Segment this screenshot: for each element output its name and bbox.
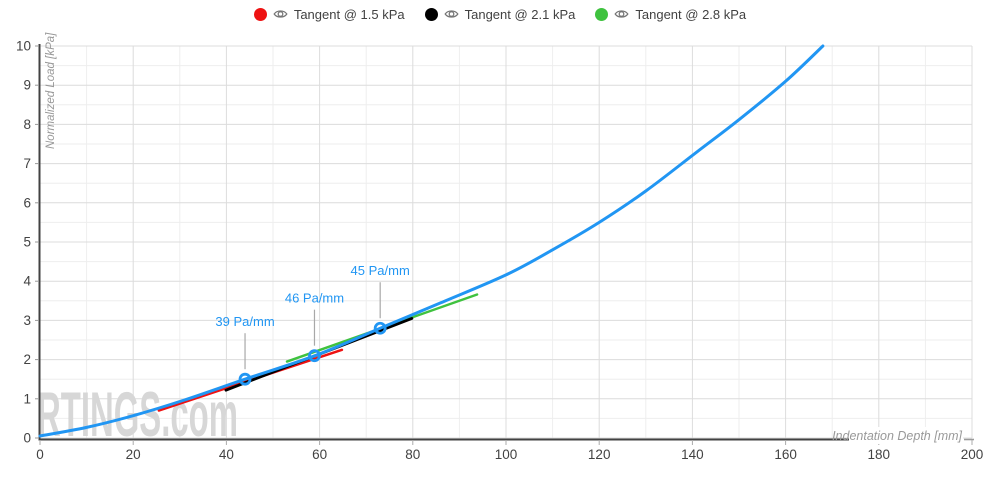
x-tick-label: 60 xyxy=(312,447,327,462)
slope-annotations: 39 Pa/mm 46 Pa/mm 45 Pa/mm xyxy=(215,263,410,370)
y-tick-label: 3 xyxy=(23,313,31,328)
visibility-eye-icon xyxy=(273,10,288,18)
series-load-curve xyxy=(38,44,825,438)
x-axis-title: Indentation Depth [mm] xyxy=(832,429,962,443)
series-color-dot xyxy=(424,7,438,21)
tangent-point-markers xyxy=(238,321,387,386)
x-tick-label: 40 xyxy=(219,447,234,462)
gridlines xyxy=(39,45,973,439)
x-tick-label: 120 xyxy=(588,447,611,462)
axes: 0 20 40 60 80 100 120 140 160 180 200 0 1 2 3 4 5 6 7 8 9 10 xyxy=(16,39,983,463)
legend-item-tangent-2-1-kpa[interactable]: Tangent @ 2.1 kPa xyxy=(424,6,576,22)
y-tick-label: 7 xyxy=(23,156,31,171)
y-tick-label: 2 xyxy=(23,352,31,367)
y-tick-label: 10 xyxy=(16,39,31,54)
series-color-dot xyxy=(253,7,267,21)
visibility-eye-icon xyxy=(444,10,459,18)
y-tick-label: 4 xyxy=(23,274,31,289)
x-tick-label: 100 xyxy=(495,447,518,462)
y-axis-title: Normalized Load [kPa] xyxy=(45,32,57,149)
slope-annotation: 39 Pa/mm xyxy=(215,314,274,329)
slope-annotation: 45 Pa/mm xyxy=(351,263,410,278)
tangent-point-marker xyxy=(238,372,252,386)
x-tick-label: 140 xyxy=(681,447,704,462)
legend-label: Tangent @ 1.5 kPa xyxy=(293,6,405,22)
slope-annotation: 46 Pa/mm xyxy=(285,291,344,306)
tangent-point-marker xyxy=(373,321,387,335)
x-tick-label: 80 xyxy=(405,447,420,462)
series-color-dot xyxy=(595,7,609,21)
x-tick-label: 20 xyxy=(126,447,141,462)
legend-item-tangent-2-8-kpa[interactable]: Tangent @ 2.8 kPa xyxy=(595,7,746,22)
x-tick-label: 0 xyxy=(36,447,44,462)
y-tick-label: 9 xyxy=(23,78,31,93)
y-tick-label: 0 xyxy=(23,431,31,446)
y-tick-label: 8 xyxy=(23,117,31,132)
y-tick-label: 6 xyxy=(23,195,31,210)
y-tick-label: 5 xyxy=(23,235,31,250)
x-tick-label: 200 xyxy=(961,447,984,462)
tangent-point-marker xyxy=(308,349,321,363)
legend: Tangent @ 1.5 kPa Tangent @ 2.1 kPa Tangen… xyxy=(0,3,1000,25)
y-tick-label: 1 xyxy=(23,391,31,406)
x-tick-label: 160 xyxy=(774,447,797,462)
legend-item-tangent-1-5-kpa[interactable]: Tangent @ 1.5 kPa xyxy=(253,6,405,22)
x-tick-label: 180 xyxy=(868,447,891,462)
legend-label: Tangent @ 2.8 kPa xyxy=(635,6,747,22)
legend-label: Tangent @ 2.1 kPa xyxy=(464,6,576,22)
visibility-eye-icon xyxy=(614,10,629,18)
